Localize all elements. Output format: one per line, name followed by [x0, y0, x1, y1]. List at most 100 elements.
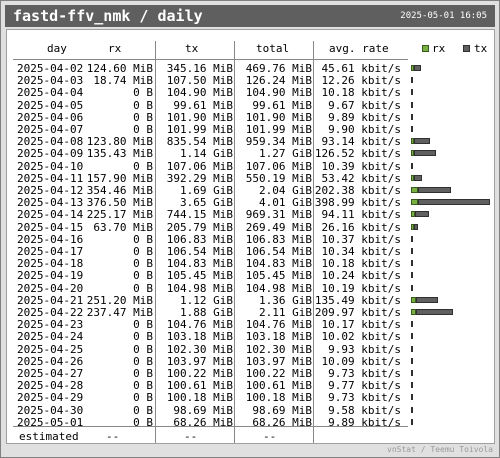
cell-total: 469.76 MiB: [245, 62, 312, 75]
cell-rx: 135.43 MiB: [86, 147, 153, 161]
cell-rate: 10.18 kbit/s: [321, 257, 401, 271]
cell-total: 1.36 GiB: [259, 293, 312, 307]
bar-tx: [411, 370, 413, 376]
cell-day: 2025-04-15: [17, 220, 84, 234]
estimated-tx: --: [184, 430, 198, 443]
cell-tx: 99.61 MiB: [173, 98, 233, 112]
cell-rx: 0 B: [133, 159, 153, 173]
divider-rx-tx: [155, 41, 156, 443]
bar-tx: [411, 345, 413, 352]
bar-tx: [411, 357, 413, 364]
cell-rx: 251.20 MiB: [86, 293, 153, 307]
cell-rate: 9.90 kbit/s: [328, 123, 401, 136]
cell-rx: 157.90 MiB: [86, 171, 153, 185]
cell-rate: 9.77 kbit/s: [328, 379, 401, 393]
cell-total: 68.26 MiB: [252, 415, 312, 429]
cell-tx: 101.99 MiB: [166, 123, 233, 136]
bar-tx: [411, 113, 413, 120]
bar-rx: [411, 211, 415, 218]
cell-day: 2025-04-20: [17, 281, 84, 295]
bar-rx: [411, 187, 418, 193]
cell-rate: 9.93 kbit/s: [328, 342, 401, 356]
legend-rx-label: rx: [432, 42, 446, 55]
cell-rate: 202.38 kbit/s: [314, 184, 401, 197]
cell-rx: 0 B: [133, 318, 153, 332]
cell-day: 2025-04-17: [17, 245, 84, 258]
cell-rx: 0 B: [133, 269, 153, 283]
cell-tx: 106.83 MiB: [166, 232, 233, 246]
cell-day: 2025-04-09: [17, 147, 84, 161]
cell-rate: 10.24 kbit/s: [321, 269, 401, 283]
bar-tx: [411, 418, 413, 425]
cell-rx: 0 B: [133, 367, 153, 380]
cell-rx: 124.60 MiB: [86, 62, 153, 75]
cell-rate: 10.09 kbit/s: [321, 354, 401, 368]
cell-rx: 0 B: [133, 232, 153, 246]
cell-total: 1.27 GiB: [259, 147, 312, 161]
estimated-separator: [13, 426, 408, 427]
cell-rate: 12.26 kbit/s: [321, 74, 401, 88]
cell-rx: 0 B: [133, 342, 153, 356]
cell-rate: 135.49 kbit/s: [314, 293, 401, 307]
cell-tx: 100.18 MiB: [166, 391, 233, 405]
bar-rx: [411, 223, 414, 230]
cell-rate: 94.11 kbit/s: [321, 208, 401, 222]
bar-tx: [411, 394, 413, 401]
cell-rx: 0 B: [133, 403, 153, 417]
cell-tx: 107.06 MiB: [166, 159, 233, 173]
cell-rate: 10.34 kbit/s: [321, 245, 401, 258]
cell-total: 104.83 MiB: [245, 257, 312, 271]
cell-rx: 123.80 MiB: [86, 135, 153, 149]
cell-day: 2025-05-01: [17, 415, 84, 429]
cell-day: 2025-04-29: [17, 391, 84, 405]
cell-tx: 103.18 MiB: [166, 330, 233, 344]
cell-day: 2025-04-10: [17, 159, 84, 173]
cell-rx: 0 B: [133, 281, 153, 295]
cell-rx: 0 B: [133, 330, 153, 344]
cell-tx: 1.12 GiB: [180, 293, 233, 307]
cell-day: 2025-04-14: [17, 208, 84, 222]
cell-day: 2025-04-21: [17, 293, 84, 307]
cell-day: 2025-04-23: [17, 318, 84, 332]
cell-day: 2025-04-13: [17, 196, 84, 210]
cell-tx: 103.97 MiB: [166, 354, 233, 368]
bar-tx: [414, 65, 421, 71]
bar-rx: [411, 309, 416, 315]
cell-day: 2025-04-30: [17, 403, 84, 417]
cell-total: 102.30 MiB: [245, 342, 312, 356]
cell-day: 2025-04-18: [17, 257, 84, 271]
divider-total-rate: [313, 41, 314, 443]
title-bar: fastd-ffv_nmk / daily 2025-05-01 16:05: [5, 5, 495, 27]
cell-rate: 26.16 kbit/s: [321, 220, 401, 234]
bar-tx: [411, 333, 413, 340]
cell-day: 2025-04-24: [17, 330, 84, 344]
cell-rate: 10.39 kbit/s: [321, 159, 401, 173]
bar-tx: [418, 187, 451, 193]
cell-tx: 104.98 MiB: [166, 281, 233, 295]
cell-tx: 107.50 MiB: [166, 74, 233, 88]
bar-tx: [411, 284, 413, 291]
header-separator: [13, 59, 408, 60]
cell-rx: 354.46 MiB: [86, 184, 153, 197]
bar-tx: [414, 223, 418, 230]
cell-day: 2025-04-25: [17, 342, 84, 356]
cell-day: 2025-04-22: [17, 306, 84, 319]
cell-total: 105.45 MiB: [245, 269, 312, 283]
bar-tx: [411, 235, 413, 242]
cell-total: 101.99 MiB: [245, 123, 312, 136]
cell-rx: 0 B: [133, 415, 153, 429]
cell-day: 2025-04-12: [17, 184, 84, 197]
bar-tx: [411, 101, 413, 108]
cell-rate: 9.58 kbit/s: [328, 403, 401, 417]
cell-rx: 0 B: [133, 110, 153, 124]
cell-total: 100.18 MiB: [245, 391, 312, 405]
cell-day: 2025-04-16: [17, 232, 84, 246]
cell-total: 969.31 MiB: [245, 208, 312, 222]
legend-tx-label: tx: [474, 42, 488, 55]
cell-total: 550.19 MiB: [245, 171, 312, 185]
cell-tx: 100.61 MiB: [166, 379, 233, 393]
cell-total: 104.90 MiB: [245, 86, 312, 100]
cell-rate: 10.19 kbit/s: [321, 281, 401, 295]
cell-tx: 392.29 MiB: [166, 171, 233, 185]
estimated-label: estimated: [19, 430, 79, 443]
